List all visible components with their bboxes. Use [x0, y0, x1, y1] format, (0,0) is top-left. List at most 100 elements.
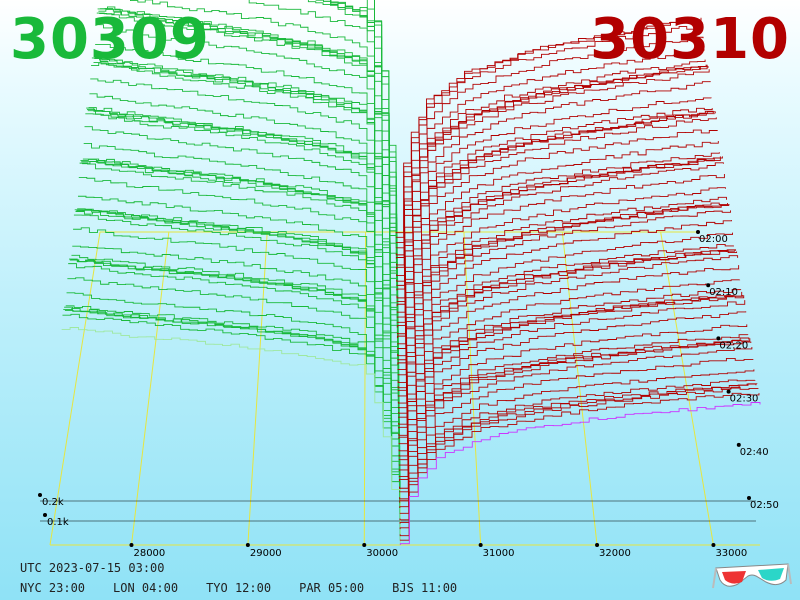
bid-depth-line [66, 292, 401, 514]
grid-price-line [561, 231, 598, 546]
bid-depth-line [71, 254, 400, 483]
ask-depth-line [397, 244, 735, 409]
bid-depth-line [74, 209, 400, 461]
ask-depth-line [398, 291, 743, 452]
ask-depth-line [398, 279, 741, 439]
time-tick-label: 02:10 [709, 287, 738, 298]
time-tick-marker [747, 496, 751, 501]
bid-depth-line [96, 12, 398, 318]
bid-depth-line [84, 126, 399, 397]
bid-depth-line [68, 263, 401, 505]
ask-depth-line [399, 369, 755, 514]
ask-depth-line [396, 141, 719, 328]
y-tick-label: 0.1k [47, 517, 69, 528]
ask-depth-line [396, 107, 713, 299]
bid-depth-line [97, 8, 398, 312]
x-tick-marker [362, 543, 367, 547]
bid-depth-line [91, 57, 399, 349]
bid-depth-line [95, 24, 398, 325]
bid-depth-line [65, 305, 401, 520]
time-tick-marker [696, 230, 700, 234]
ask-depth-line [398, 265, 740, 436]
ask-depth-line [399, 341, 752, 500]
ask-depth-line [399, 357, 754, 508]
time-tick-marker [706, 283, 711, 288]
ask-depth-line [399, 338, 751, 493]
grid-price-line [463, 231, 482, 546]
x-tick-label: 29000 [250, 548, 282, 559]
time-tick-label: 02:20 [719, 340, 748, 351]
ask-depth-line [395, 25, 703, 243]
axis-labels: 28000 29000 30000 31000 32000 33000 0.1k 0.2k 02… [38, 230, 779, 559]
bid-depth-line [94, 58, 398, 333]
y-tick-label: 0.2k [42, 497, 64, 508]
ask-depth-line [395, 36, 704, 249]
tz-bjs: BJS 11:00 [392, 581, 458, 595]
bid-depth-line [62, 313, 401, 540]
ask-depth-line [396, 110, 714, 302]
bid-depth-line [72, 245, 400, 478]
ask-depth-line [399, 383, 758, 530]
ask-depth-line [398, 311, 747, 471]
tz-par: PAR 05:00 [299, 581, 365, 595]
bid-depth-line [79, 162, 400, 429]
bid-depth-line [73, 214, 400, 466]
ask-depth-line [397, 202, 728, 376]
ask-depth-line [396, 66, 709, 277]
ask-depth-line [396, 111, 716, 313]
bid-depth-line [78, 176, 400, 434]
bid-depth-line [73, 227, 400, 472]
bid-depth-line [366, 0, 397, 256]
time-tick-label: 02:40 [740, 447, 769, 458]
ask-depth-line [395, 59, 706, 259]
ask-depth-line [398, 334, 749, 482]
tz-lon: LON 04:00 [113, 581, 179, 595]
time-tick-marker [736, 442, 741, 447]
bid-depth-line [68, 258, 401, 500]
y-tick-marker [43, 513, 47, 517]
ask-depth-line [396, 69, 710, 282]
bid-depth-series [61, 0, 401, 546]
ask-price: 30310 [590, 7, 790, 72]
bid-depth-line [61, 327, 401, 546]
ask-depth-line [399, 386, 759, 537]
x-tick-label: 33000 [715, 548, 747, 559]
ask-depth-series [395, 17, 761, 546]
ask-depth-line [396, 81, 711, 286]
grid-price-line [660, 231, 714, 546]
x-tick-label: 31000 [483, 548, 515, 559]
ask-depth-line [398, 295, 744, 457]
ask-depth-line [398, 300, 746, 466]
bid-depth-line [100, 6, 398, 296]
bid-depth-line [95, 43, 398, 328]
ask-depth-line [396, 97, 712, 291]
ask-depth-line [398, 289, 742, 445]
grid-left-edge [49, 231, 101, 546]
bid-depth-line [90, 78, 399, 360]
ask-depth-line [397, 210, 731, 392]
time-tick-label: 02:00 [699, 234, 728, 245]
x-tick-marker [711, 543, 716, 547]
tz-tyo: TYO 12:00 [206, 581, 272, 595]
ask-depth-line [396, 64, 707, 266]
ask-depth-line [397, 220, 732, 397]
ask-depth-line [397, 204, 730, 389]
x-tick-marker [595, 543, 600, 547]
ask-depth-line [398, 324, 748, 478]
x-tick-marker [129, 543, 134, 547]
bid-depth-line [88, 107, 399, 371]
time-tick-label: 02:30 [730, 394, 759, 405]
bid-depth-line [233, 0, 398, 286]
bid-depth-line [69, 259, 401, 494]
3d-glasses-icon[interactable] [712, 560, 792, 594]
bid-depth-line [85, 113, 399, 392]
bid-depth-line [330, 0, 397, 260]
ask-depth-line [397, 187, 726, 365]
ask-depth-line [399, 346, 753, 503]
ask-depth-line [397, 156, 723, 349]
x-tick-marker [478, 543, 483, 547]
ask-depth-line [397, 162, 724, 357]
ask-depth-line [395, 49, 705, 256]
grid-price-line [247, 231, 268, 546]
